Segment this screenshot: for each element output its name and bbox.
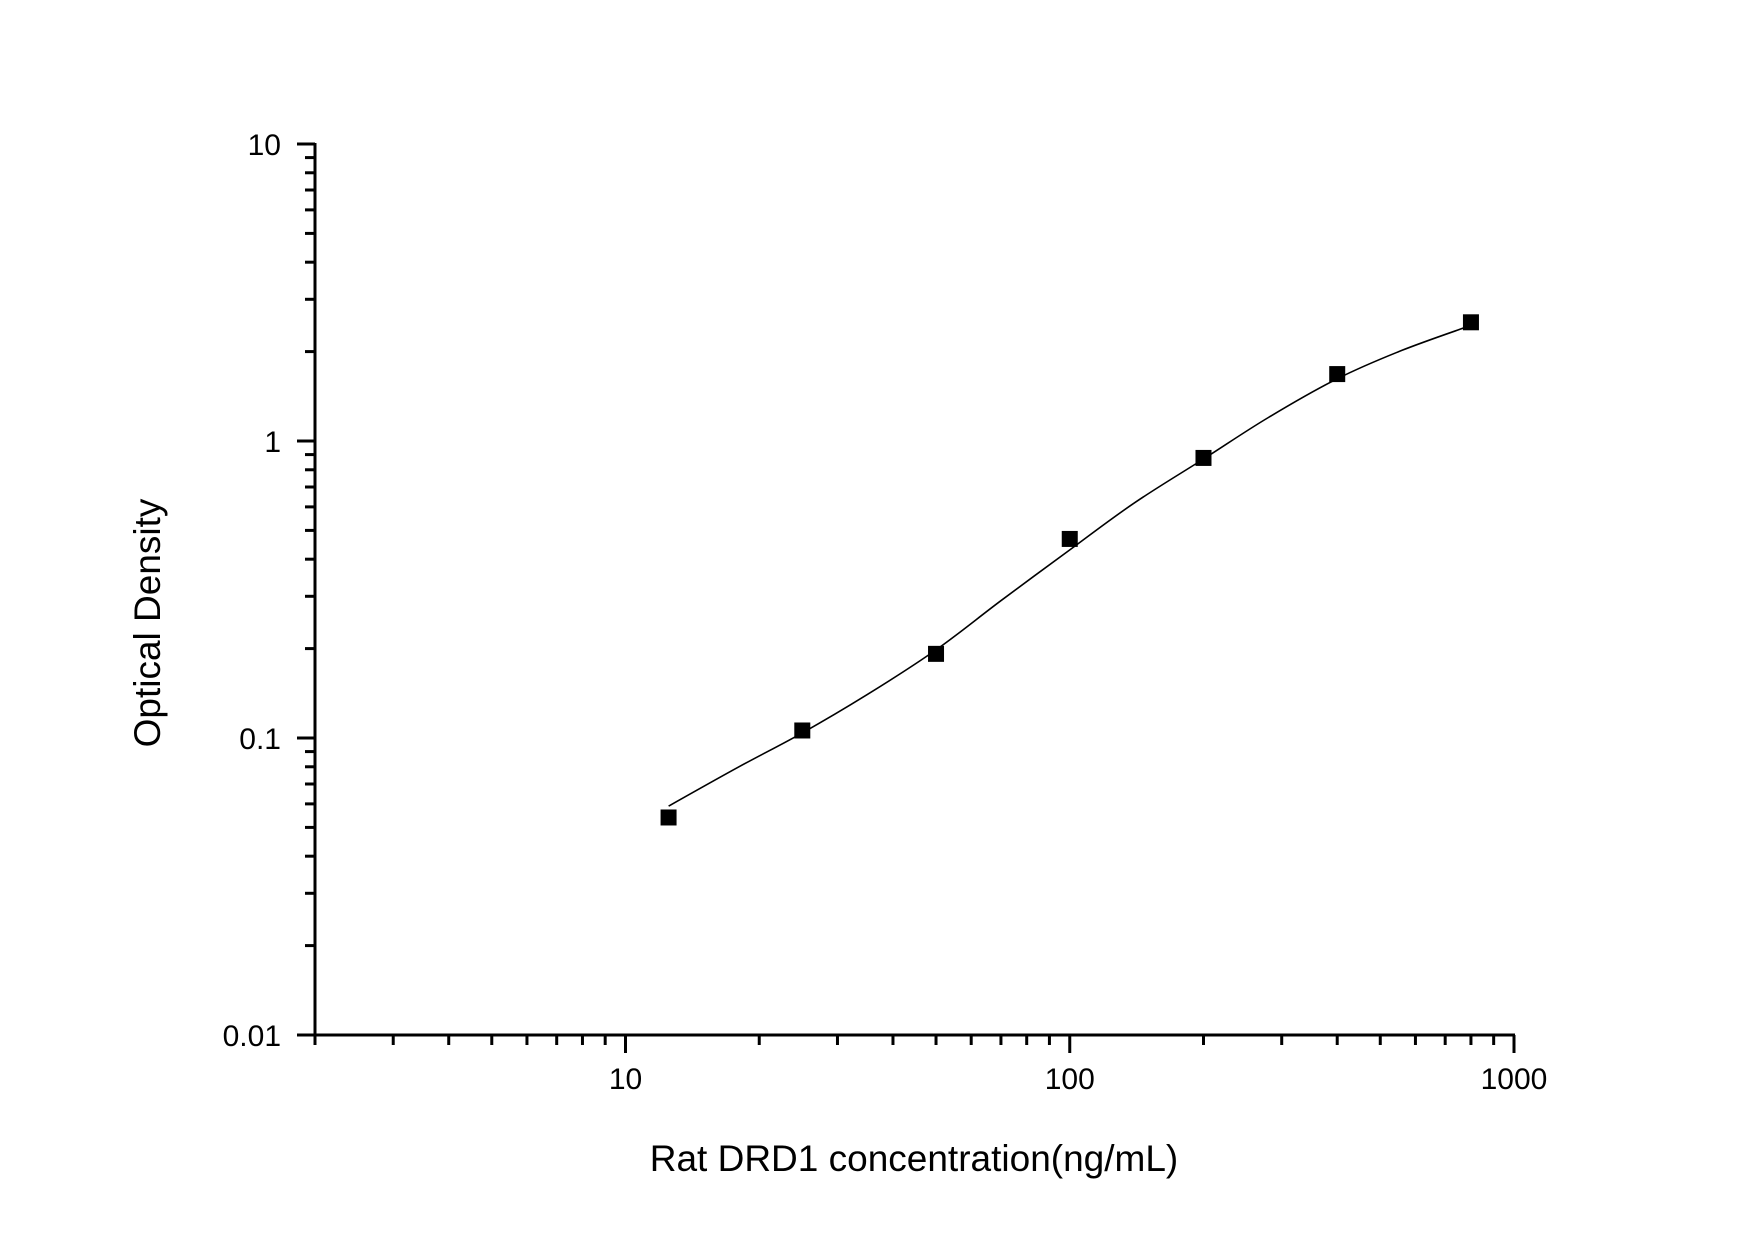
- data-point-marker: [1061, 530, 1078, 547]
- y-tick-label: 10: [248, 129, 281, 162]
- y-tick-label: 1: [264, 426, 281, 459]
- plot-area: [660, 314, 1479, 826]
- data-point-marker: [928, 645, 945, 662]
- data-point-marker: [1195, 449, 1212, 466]
- y-tick-label: 0.1: [239, 723, 281, 756]
- x-tick-label: 10: [609, 1063, 642, 1096]
- y-axis: 10 1 0.1 0.01: [223, 129, 317, 1053]
- y-tick-label: 0.01: [223, 1020, 281, 1053]
- data-point-marker: [660, 809, 677, 826]
- data-point-marker: [1462, 314, 1479, 331]
- data-point-marker: [1329, 366, 1346, 383]
- data-point-marker: [794, 722, 811, 739]
- fitted-curve: [668, 324, 1472, 807]
- x-axis: 10 100 1000: [313, 1033, 1548, 1096]
- y-axis-title: Optical Density: [127, 498, 168, 747]
- x-tick-label: 100: [1045, 1063, 1095, 1096]
- x-axis-title: Rat DRD1 concentration(ng/mL): [650, 1138, 1179, 1179]
- x-tick-label: 1000: [1481, 1063, 1548, 1096]
